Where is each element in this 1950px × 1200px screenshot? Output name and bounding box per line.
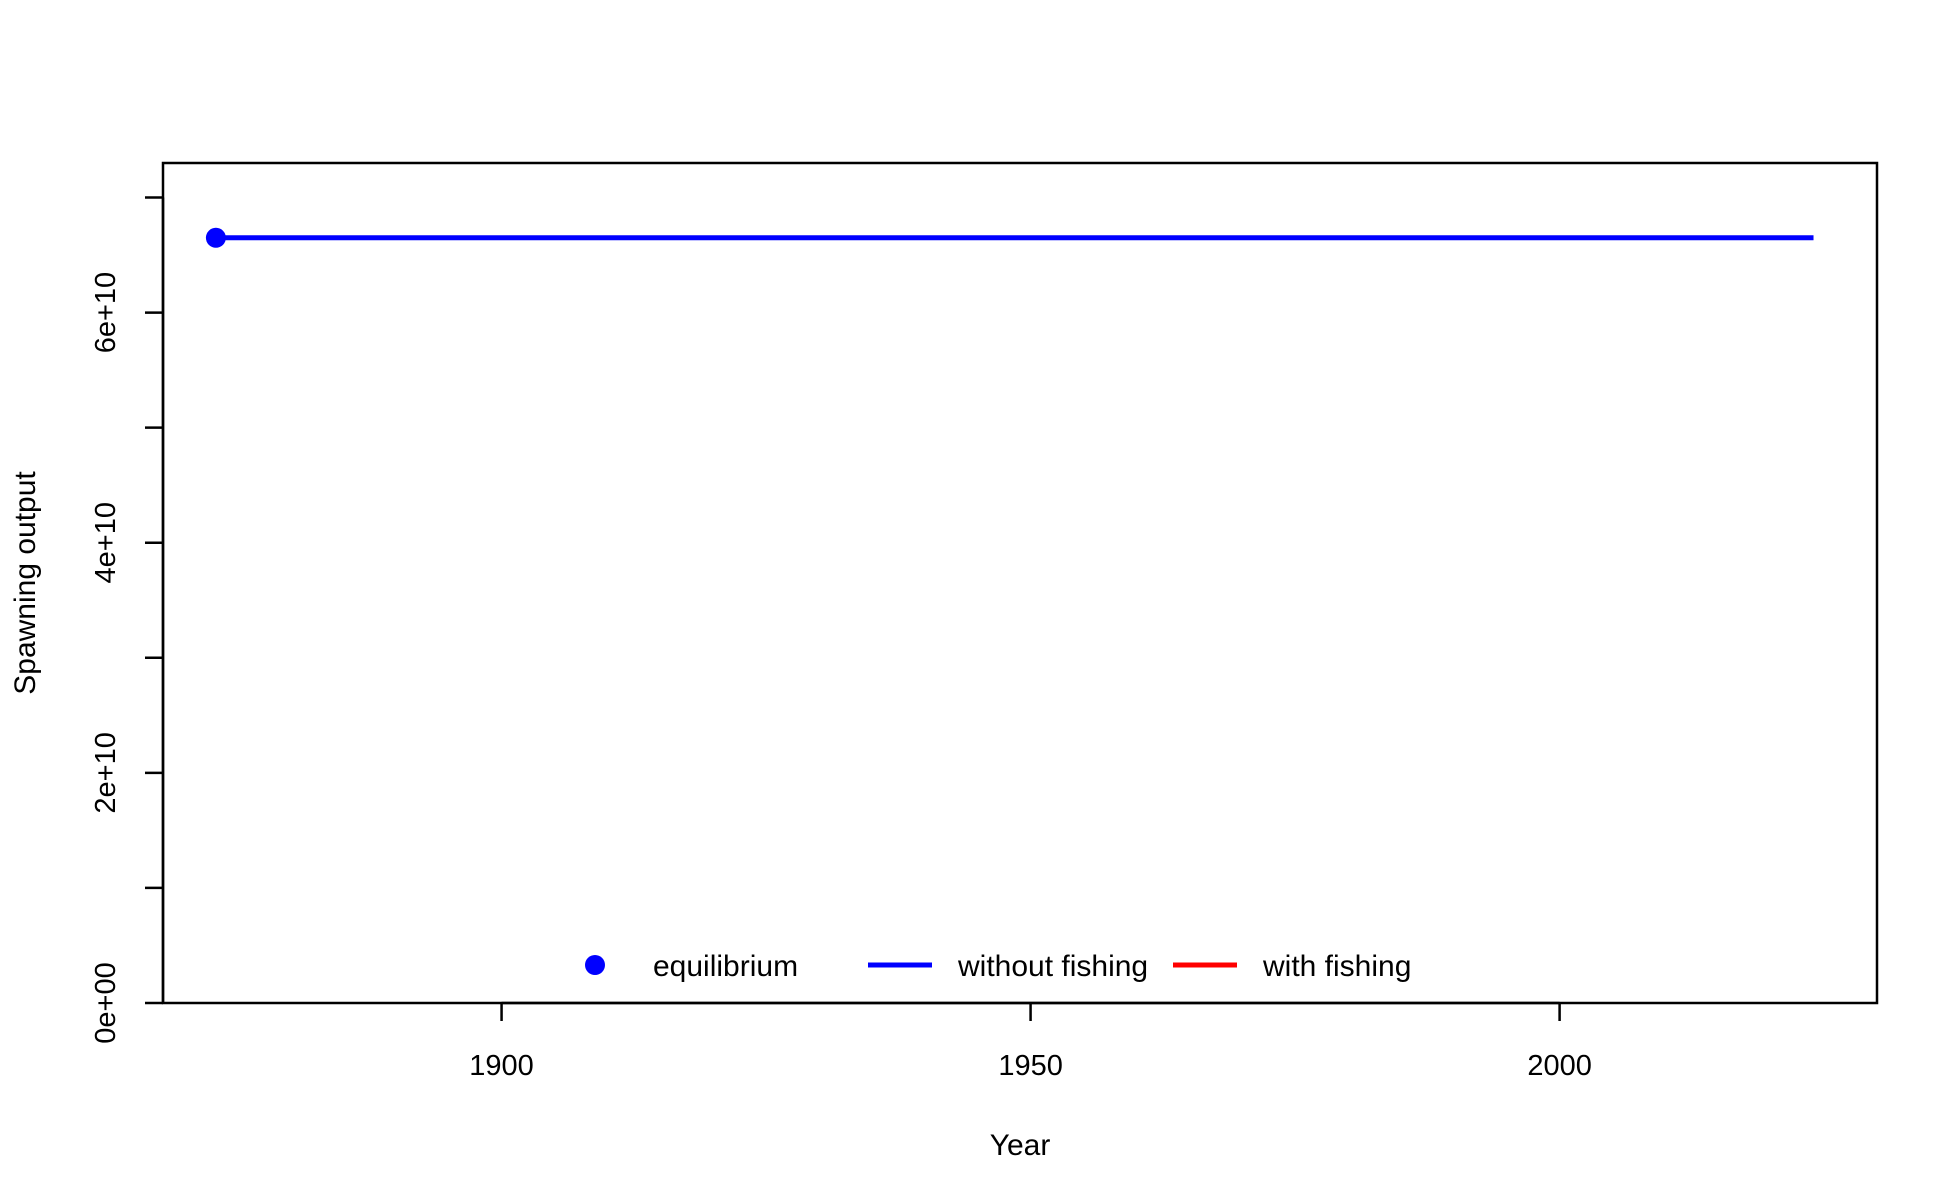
- y-axis: 0e+00 2e+10 4e+10 6e+10: [90, 196, 165, 1044]
- legend-symbol: [585, 955, 605, 975]
- legend: equilibrium without fishing with fishing: [585, 950, 1411, 983]
- series-point-equilibrium: [205, 227, 226, 248]
- y-tick-label: 4e+10: [90, 502, 122, 583]
- legend-label: equilibrium: [653, 950, 798, 983]
- legend-label: without fishing: [957, 950, 1148, 983]
- x-axis-title: Year: [990, 1129, 1051, 1162]
- x-tick-label: 1950: [998, 1050, 1063, 1082]
- plot-frame: [161, 161, 1879, 1005]
- y-tick-label: 6e+10: [90, 272, 122, 353]
- y-tick-label: 2e+10: [90, 732, 122, 813]
- x-tick-label: 1900: [469, 1050, 534, 1082]
- y-tick-label: 0e+00: [90, 962, 122, 1043]
- x-axis: 1900 1950 2000: [469, 1001, 1592, 1082]
- legend-label: with fishing: [1262, 950, 1411, 983]
- y-axis-title: Spawning output: [9, 471, 42, 695]
- series-layer: [205, 227, 1814, 248]
- x-tick-label: 2000: [1527, 1050, 1592, 1082]
